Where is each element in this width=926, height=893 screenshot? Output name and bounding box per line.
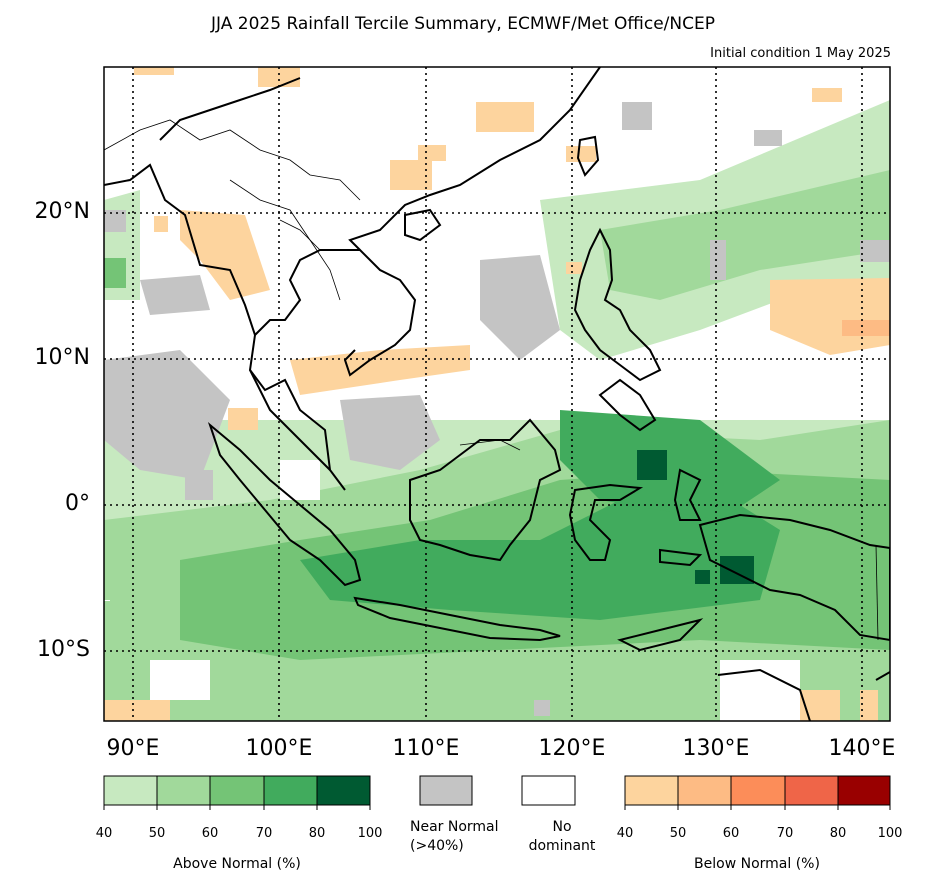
above-tick-50: 50: [148, 826, 166, 841]
lon-label-110e: 110°E: [392, 736, 460, 761]
lon-label-130e: 130°E: [682, 736, 750, 761]
borders: [104, 119, 879, 641]
below-tick-80: 80: [829, 826, 847, 841]
map-title: JJA 2025 Rainfall Tercile Summary, ECMWF…: [211, 14, 715, 34]
below-50-60-swatch: [677, 775, 732, 806]
below-tick-50: 50: [669, 826, 687, 841]
above-tick-40: 40: [95, 826, 113, 841]
above-80-100-swatch: [316, 775, 371, 806]
no-dominant-label: No dominant: [528, 819, 596, 854]
below-tick-70: 70: [776, 826, 794, 841]
gridlines: [104, 67, 890, 721]
below-60-70-swatch: [730, 775, 786, 806]
lat-label-10s: 10°S: [37, 637, 90, 662]
below-tick-100: 100: [877, 826, 903, 841]
no-dominant-swatch: [521, 775, 576, 806]
below-tick-40: 40: [616, 826, 634, 841]
below-40-50-swatch: [624, 775, 679, 806]
above-tick-80: 80: [308, 826, 326, 841]
lat-label-0: 0°: [65, 491, 90, 516]
near-normal-swatch: [419, 775, 473, 806]
lon-label-90e: 90°E: [106, 736, 160, 761]
above-tick-60: 60: [201, 826, 219, 841]
above-normal-colorbar: [103, 775, 371, 806]
lon-label-140e: 140°E: [828, 736, 896, 761]
above-60-70-swatch: [209, 775, 265, 806]
above-normal-label: Above Normal (%): [173, 856, 301, 872]
below-normal-label: Below Normal (%): [694, 856, 820, 872]
above-70-80-swatch: [263, 775, 318, 806]
below-tick-60: 60: [722, 826, 740, 841]
below-normal-colorbar: [624, 775, 891, 806]
coastlines: [104, 67, 890, 721]
lon-label-120e: 120°E: [538, 736, 606, 761]
map-frame: [103, 66, 891, 722]
colorbar-ticks: [103, 805, 891, 810]
below-70-80-swatch: [784, 775, 839, 806]
near-normal-label: Near Normal (>40%): [410, 819, 499, 854]
lon-label-100e: 100°E: [245, 736, 313, 761]
above-40-50-swatch: [103, 775, 158, 806]
initial-condition-note: Initial condition 1 May 2025: [710, 46, 891, 61]
above-tick-100: 100: [357, 826, 383, 841]
above-tick-70: 70: [255, 826, 273, 841]
below-80-100-swatch: [837, 775, 891, 806]
lat-label-10n: 10°N: [34, 345, 90, 370]
above-50-60-swatch: [156, 775, 211, 806]
tercile-field: [104, 67, 890, 721]
lat-label-20n: 20°N: [34, 199, 90, 224]
